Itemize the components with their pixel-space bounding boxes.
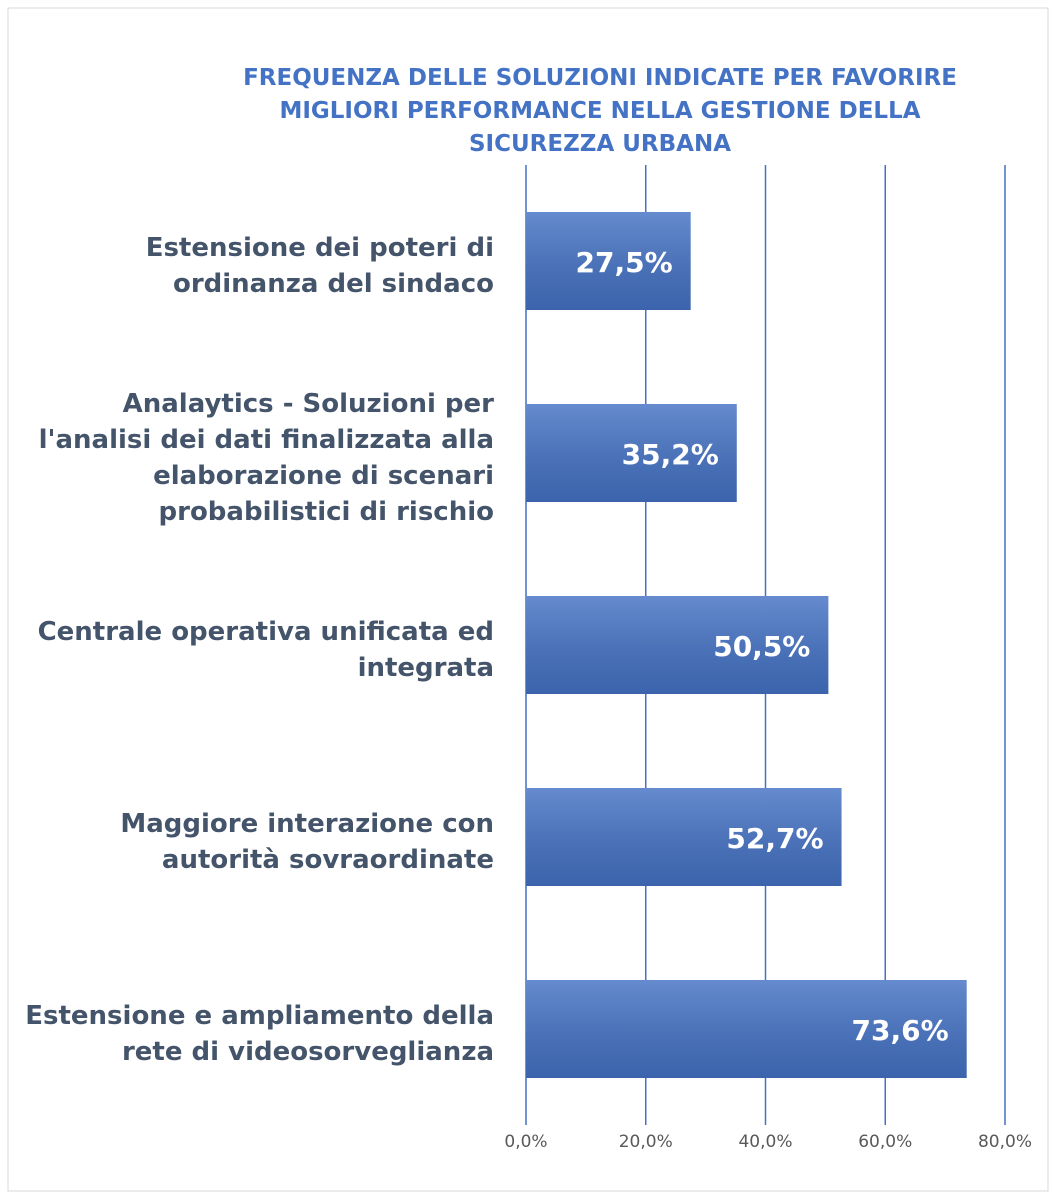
data-label: 52,7% [726,822,823,855]
x-tick-label: 60,0% [858,1132,912,1152]
bar-shade [526,788,842,886]
chart-title: FREQUENZA DELLE SOLUZIONI INDICATE PER F… [243,65,957,157]
bar-shade [526,596,829,694]
bar-shade [526,404,737,502]
x-tick-label: 80,0% [978,1132,1032,1152]
data-label: 73,6% [852,1014,949,1047]
y-tick-label: Centrale operativa unificata ed integrat… [37,617,494,683]
data-label: 50,5% [713,630,810,663]
y-tick-label: Analaytics - Soluzioni per l'analisi dei… [38,389,494,527]
y-tick-label: Estensione dei poteri di ordinanza del s… [145,233,494,299]
data-label: 27,5% [576,246,673,279]
x-tick-label: 0,0% [504,1132,547,1152]
x-tick-label: 40,0% [738,1132,792,1152]
y-tick-label: Estensione e ampliamento della rete di v… [25,1001,494,1067]
chart-border [7,7,1049,1192]
bar-shade [526,980,967,1078]
bar-shade [526,212,691,310]
y-tick-label: Maggiore interazione con autorità sovrao… [120,809,494,875]
data-label: 35,2% [622,438,719,471]
x-tick-label: 20,0% [619,1132,673,1152]
